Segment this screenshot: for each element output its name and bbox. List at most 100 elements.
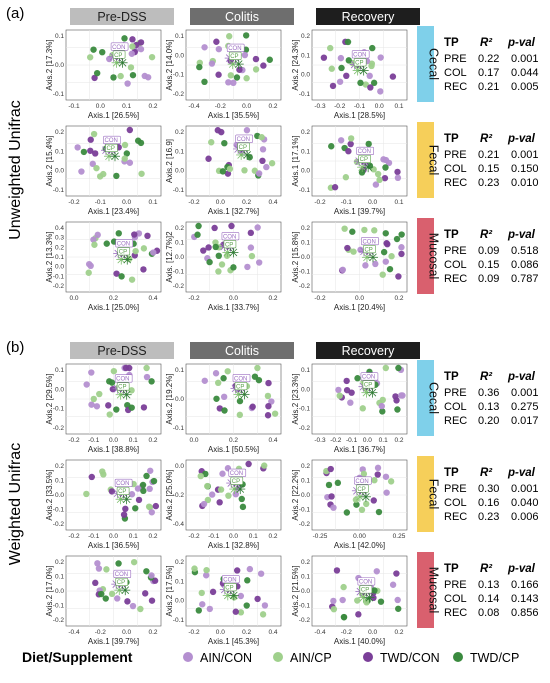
centroid-label: CON xyxy=(362,239,375,245)
centroid-label: CON xyxy=(234,376,247,382)
data-point xyxy=(394,168,401,176)
data-point xyxy=(343,386,351,394)
x-tick-label: 0.1 xyxy=(129,533,138,540)
data-point xyxy=(150,477,158,485)
data-point xyxy=(201,377,208,384)
centroid-marker xyxy=(368,388,377,397)
data-point xyxy=(379,408,386,415)
x-tick-label: 0.1 xyxy=(148,199,157,206)
x-tick-label: -0.2 xyxy=(188,199,200,206)
data-point xyxy=(343,509,351,516)
data-point xyxy=(219,470,226,477)
y-tick-label: -0.1 xyxy=(53,273,65,280)
stats-cell: 0.13 xyxy=(478,401,499,413)
data-point xyxy=(341,225,348,232)
data-point xyxy=(330,597,337,605)
data-point xyxy=(224,170,232,177)
data-point xyxy=(243,602,250,609)
stats-cell: 0.22 xyxy=(478,53,499,65)
x-axis-label: Axis.1 [36.7%] xyxy=(334,445,385,454)
data-point xyxy=(384,240,391,248)
x-tick-label: 0.0 xyxy=(122,629,131,636)
centroid-label-box xyxy=(360,372,379,381)
y-tick-label: -0.1 xyxy=(173,617,185,624)
data-point xyxy=(140,487,147,495)
stats-cell: 0.13 xyxy=(478,579,499,591)
y-tick-label: 0.1 xyxy=(175,240,184,247)
x-tick-label: 0.0 xyxy=(368,199,377,206)
data-point xyxy=(249,403,256,410)
data-point xyxy=(143,568,150,575)
data-point xyxy=(337,137,345,144)
data-point xyxy=(127,64,135,71)
centroid-label-box xyxy=(361,237,379,246)
centroid-label-box xyxy=(357,577,376,586)
centroid-label: CON xyxy=(362,375,375,381)
data-point xyxy=(230,79,237,87)
data-point xyxy=(350,248,357,255)
data-point xyxy=(333,567,341,574)
y-tick-label: 0.1 xyxy=(301,574,310,581)
y-tick-label: 0.1 xyxy=(301,148,310,155)
centroid-label-box xyxy=(359,585,373,594)
data-point xyxy=(362,81,369,88)
data-point xyxy=(204,482,211,490)
data-point xyxy=(347,140,354,148)
x-tick-label: 0.1 xyxy=(129,437,138,444)
y-tick-label: 0.1 xyxy=(55,367,64,374)
stats-cell: 0.001 xyxy=(511,53,539,65)
data-point xyxy=(132,247,139,255)
centroid-marker xyxy=(116,495,125,504)
data-point xyxy=(99,48,106,56)
data-point xyxy=(393,397,400,404)
data-point xyxy=(367,84,374,91)
data-point xyxy=(198,589,205,597)
legend-item-label: AIN/CON xyxy=(200,651,252,665)
data-point xyxy=(115,560,122,567)
x-tick-label: 0.2 xyxy=(394,437,403,444)
y-tick-label: 0.0 xyxy=(55,492,64,499)
data-point xyxy=(368,60,376,67)
data-point xyxy=(378,402,385,410)
data-point xyxy=(191,565,198,572)
data-point xyxy=(328,65,335,72)
data-point xyxy=(213,38,220,45)
data-point xyxy=(363,500,370,508)
x-tick-label: -0.2 xyxy=(215,103,227,110)
data-point xyxy=(128,404,135,411)
stats-cell: 0.23 xyxy=(478,511,499,523)
y-tick-label: -0.1 xyxy=(299,91,311,98)
x-tick-label: 0.1 xyxy=(394,103,403,110)
data-point xyxy=(334,479,342,487)
y-axis-label: Axis.2 [15.4%] xyxy=(45,135,54,186)
x-tick-label: -0.1 xyxy=(95,199,107,206)
data-point xyxy=(389,73,397,80)
centroid-label-box xyxy=(116,486,130,496)
y-tick-label: -0.2 xyxy=(53,283,65,290)
data-point xyxy=(122,505,129,513)
x-tick-label: 0.4 xyxy=(268,629,277,636)
data-point xyxy=(134,485,142,492)
data-point xyxy=(199,601,206,608)
centroid-label: CP xyxy=(361,588,369,594)
centroid-marker xyxy=(229,248,238,257)
data-point xyxy=(215,45,223,53)
stats-cell: 0.14 xyxy=(478,593,499,605)
centroid-label: CP xyxy=(360,157,368,163)
y-tick-label: -0.2 xyxy=(299,521,311,528)
data-point xyxy=(206,258,213,266)
data-point xyxy=(327,44,334,52)
centroid-marker xyxy=(230,485,239,493)
x-tick-label: -0.1 xyxy=(68,103,80,110)
y-axis-label: Axis.2 [17.5%] xyxy=(165,565,174,616)
data-point xyxy=(254,595,261,603)
data-point xyxy=(217,486,225,493)
stats-header-tp: TP xyxy=(444,563,459,575)
data-point xyxy=(148,378,155,385)
centroid-marker xyxy=(356,492,364,501)
data-point xyxy=(359,405,366,412)
data-point xyxy=(208,139,215,146)
y-tick-label: 0.2 xyxy=(175,225,184,232)
y-tick-label: 0.1 xyxy=(55,254,64,261)
